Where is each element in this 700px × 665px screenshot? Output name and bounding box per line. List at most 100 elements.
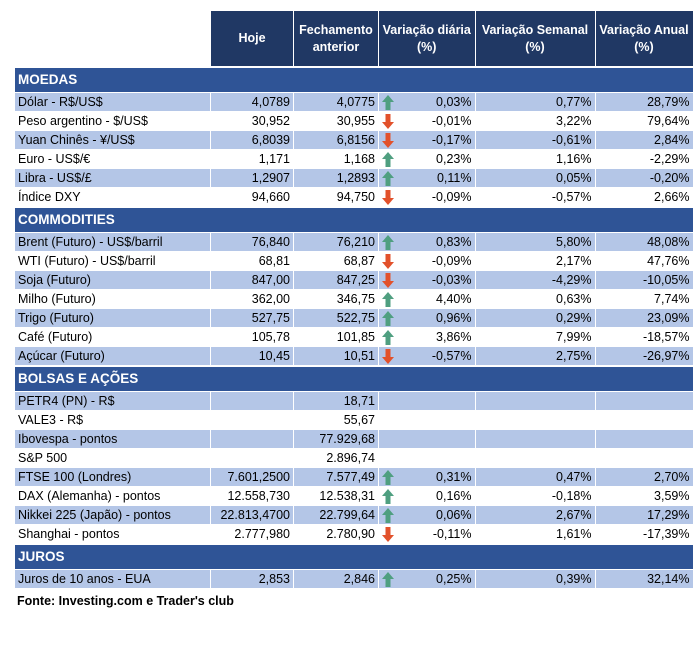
variacao-semanal: 2,75% (474, 346, 596, 367)
page: Hoje Fechamento anterior Variação diária… (14, 10, 700, 609)
section-header: BOLSAS E AÇÕES (14, 365, 694, 392)
table-row: Peso argentino - $/US$ 30,952 30,955 -0,… (14, 111, 694, 131)
variacao-diaria: 4,40% (397, 289, 476, 309)
variacao-semanal: 7,99% (474, 327, 596, 347)
hoje-value: 94,660 (210, 187, 294, 208)
hoje-value (210, 429, 294, 449)
trend-cell (378, 111, 397, 131)
variacao-diaria: -0,09% (397, 251, 476, 271)
fechamento-value: 77.929,68 (293, 429, 379, 449)
fechamento-value: 18,71 (293, 391, 379, 411)
trend-cell (378, 346, 397, 367)
arrow-up-icon (382, 291, 394, 307)
fechamento-value: 2.896,74 (293, 448, 379, 468)
variacao-semanal: -4,29% (474, 270, 596, 290)
variacao-diaria: 0,23% (397, 149, 476, 169)
fechamento-value: 101,85 (293, 327, 379, 347)
hoje-value: 10,45 (210, 346, 294, 367)
table-row: Dólar - R$/US$ 4,0789 4,0775 0,03% 0,77%… (14, 92, 694, 112)
table-row: Euro - US$/€ 1,171 1,168 0,23% 1,16% -2,… (14, 149, 694, 169)
trend-cell (378, 391, 397, 411)
variacao-semanal: 3,22% (474, 111, 596, 131)
trend-cell (378, 232, 397, 252)
variacao-diaria: 0,96% (397, 308, 476, 328)
trend-cell (378, 524, 397, 545)
arrow-up-icon (382, 94, 394, 110)
arrow-up-icon (382, 469, 394, 485)
variacao-anual: 7,74% (594, 289, 694, 309)
variacao-anual: 28,79% (594, 92, 694, 112)
row-name: DAX (Alemanha) - pontos (14, 486, 211, 506)
variacao-anual: 47,76% (594, 251, 694, 271)
section-title: MOEDAS (14, 66, 694, 93)
fechamento-value: 847,25 (293, 270, 379, 290)
section-header: JUROS (14, 543, 694, 570)
hoje-value: 68,81 (210, 251, 294, 271)
arrow-down-icon (382, 526, 394, 542)
arrow-up-icon (382, 488, 394, 504)
row-name: Libra - US$/£ (14, 168, 211, 188)
variacao-semanal: 1,61% (474, 524, 596, 545)
source-note: Fonte: Investing.com e Trader's club (17, 593, 700, 609)
fechamento-value: 346,75 (293, 289, 379, 309)
trend-cell (378, 289, 397, 309)
fechamento-value: 6,8156 (293, 130, 379, 150)
arrow-up-icon (382, 571, 394, 587)
fechamento-value: 522,75 (293, 308, 379, 328)
variacao-anual: 79,64% (594, 111, 694, 131)
row-name: Shanghai - pontos (14, 524, 211, 545)
variacao-anual (594, 429, 694, 449)
table-row: S&P 500 2.896,74 (14, 448, 694, 468)
hoje-value: 847,00 (210, 270, 294, 290)
source-text: Investing.com e Trader's club (58, 594, 234, 608)
variacao-anual: 2,66% (594, 187, 694, 208)
header-row: Hoje Fechamento anterior Variação diária… (14, 10, 694, 68)
variacao-semanal: 5,80% (474, 232, 596, 252)
hoje-value: 22.813,4700 (210, 505, 294, 525)
table-row: VALE3 - R$ 55,67 (14, 410, 694, 430)
arrow-up-icon (382, 170, 394, 186)
row-name: Açúcar (Futuro) (14, 346, 211, 367)
arrow-up-icon (382, 234, 394, 250)
header-fechamento: Fechamento anterior (293, 10, 379, 68)
hoje-value (210, 391, 294, 411)
table-row: Libra - US$/£ 1,2907 1,2893 0,11% 0,05% … (14, 168, 694, 188)
variacao-diaria: -0,57% (397, 346, 476, 367)
trend-cell (378, 467, 397, 487)
trend-cell (378, 505, 397, 525)
hoje-value: 527,75 (210, 308, 294, 328)
header-semanal: Variação Semanal (%) (474, 10, 596, 68)
hoje-value: 76,840 (210, 232, 294, 252)
variacao-anual: 2,84% (594, 130, 694, 150)
variacao-diaria: 0,16% (397, 486, 476, 506)
hoje-value: 2.777,980 (210, 524, 294, 545)
variacao-diaria: 0,11% (397, 168, 476, 188)
variacao-semanal (474, 410, 596, 430)
variacao-semanal: 0,29% (474, 308, 596, 328)
variacao-anual: -2,29% (594, 149, 694, 169)
hoje-value: 362,00 (210, 289, 294, 309)
fechamento-value: 1,168 (293, 149, 379, 169)
section-title: BOLSAS E AÇÕES (14, 365, 694, 392)
row-name: PETR4 (PN) - R$ (14, 391, 211, 411)
variacao-semanal: 0,47% (474, 467, 596, 487)
variacao-anual: -0,20% (594, 168, 694, 188)
source-label: Fonte: (17, 594, 56, 608)
variacao-anual: -18,57% (594, 327, 694, 347)
variacao-semanal: 0,39% (474, 569, 596, 589)
variacao-anual: 3,59% (594, 486, 694, 506)
table-row: FTSE 100 (Londres) 7.601,2500 7.577,49 0… (14, 467, 694, 487)
table-row: Soja (Futuro) 847,00 847,25 -0,03% -4,29… (14, 270, 694, 290)
trend-cell (378, 448, 397, 468)
fechamento-value: 55,67 (293, 410, 379, 430)
table-row: Ibovespa - pontos 77.929,68 (14, 429, 694, 449)
row-name: Juros de 10 anos - EUA (14, 569, 211, 589)
variacao-semanal: 2,17% (474, 251, 596, 271)
variacao-semanal: 0,63% (474, 289, 596, 309)
header-blank (14, 10, 211, 68)
row-name: VALE3 - R$ (14, 410, 211, 430)
table-row: Açúcar (Futuro) 10,45 10,51 -0,57% 2,75%… (14, 346, 694, 367)
trend-cell (378, 187, 397, 208)
row-name: Índice DXY (14, 187, 211, 208)
hoje-value: 6,8039 (210, 130, 294, 150)
